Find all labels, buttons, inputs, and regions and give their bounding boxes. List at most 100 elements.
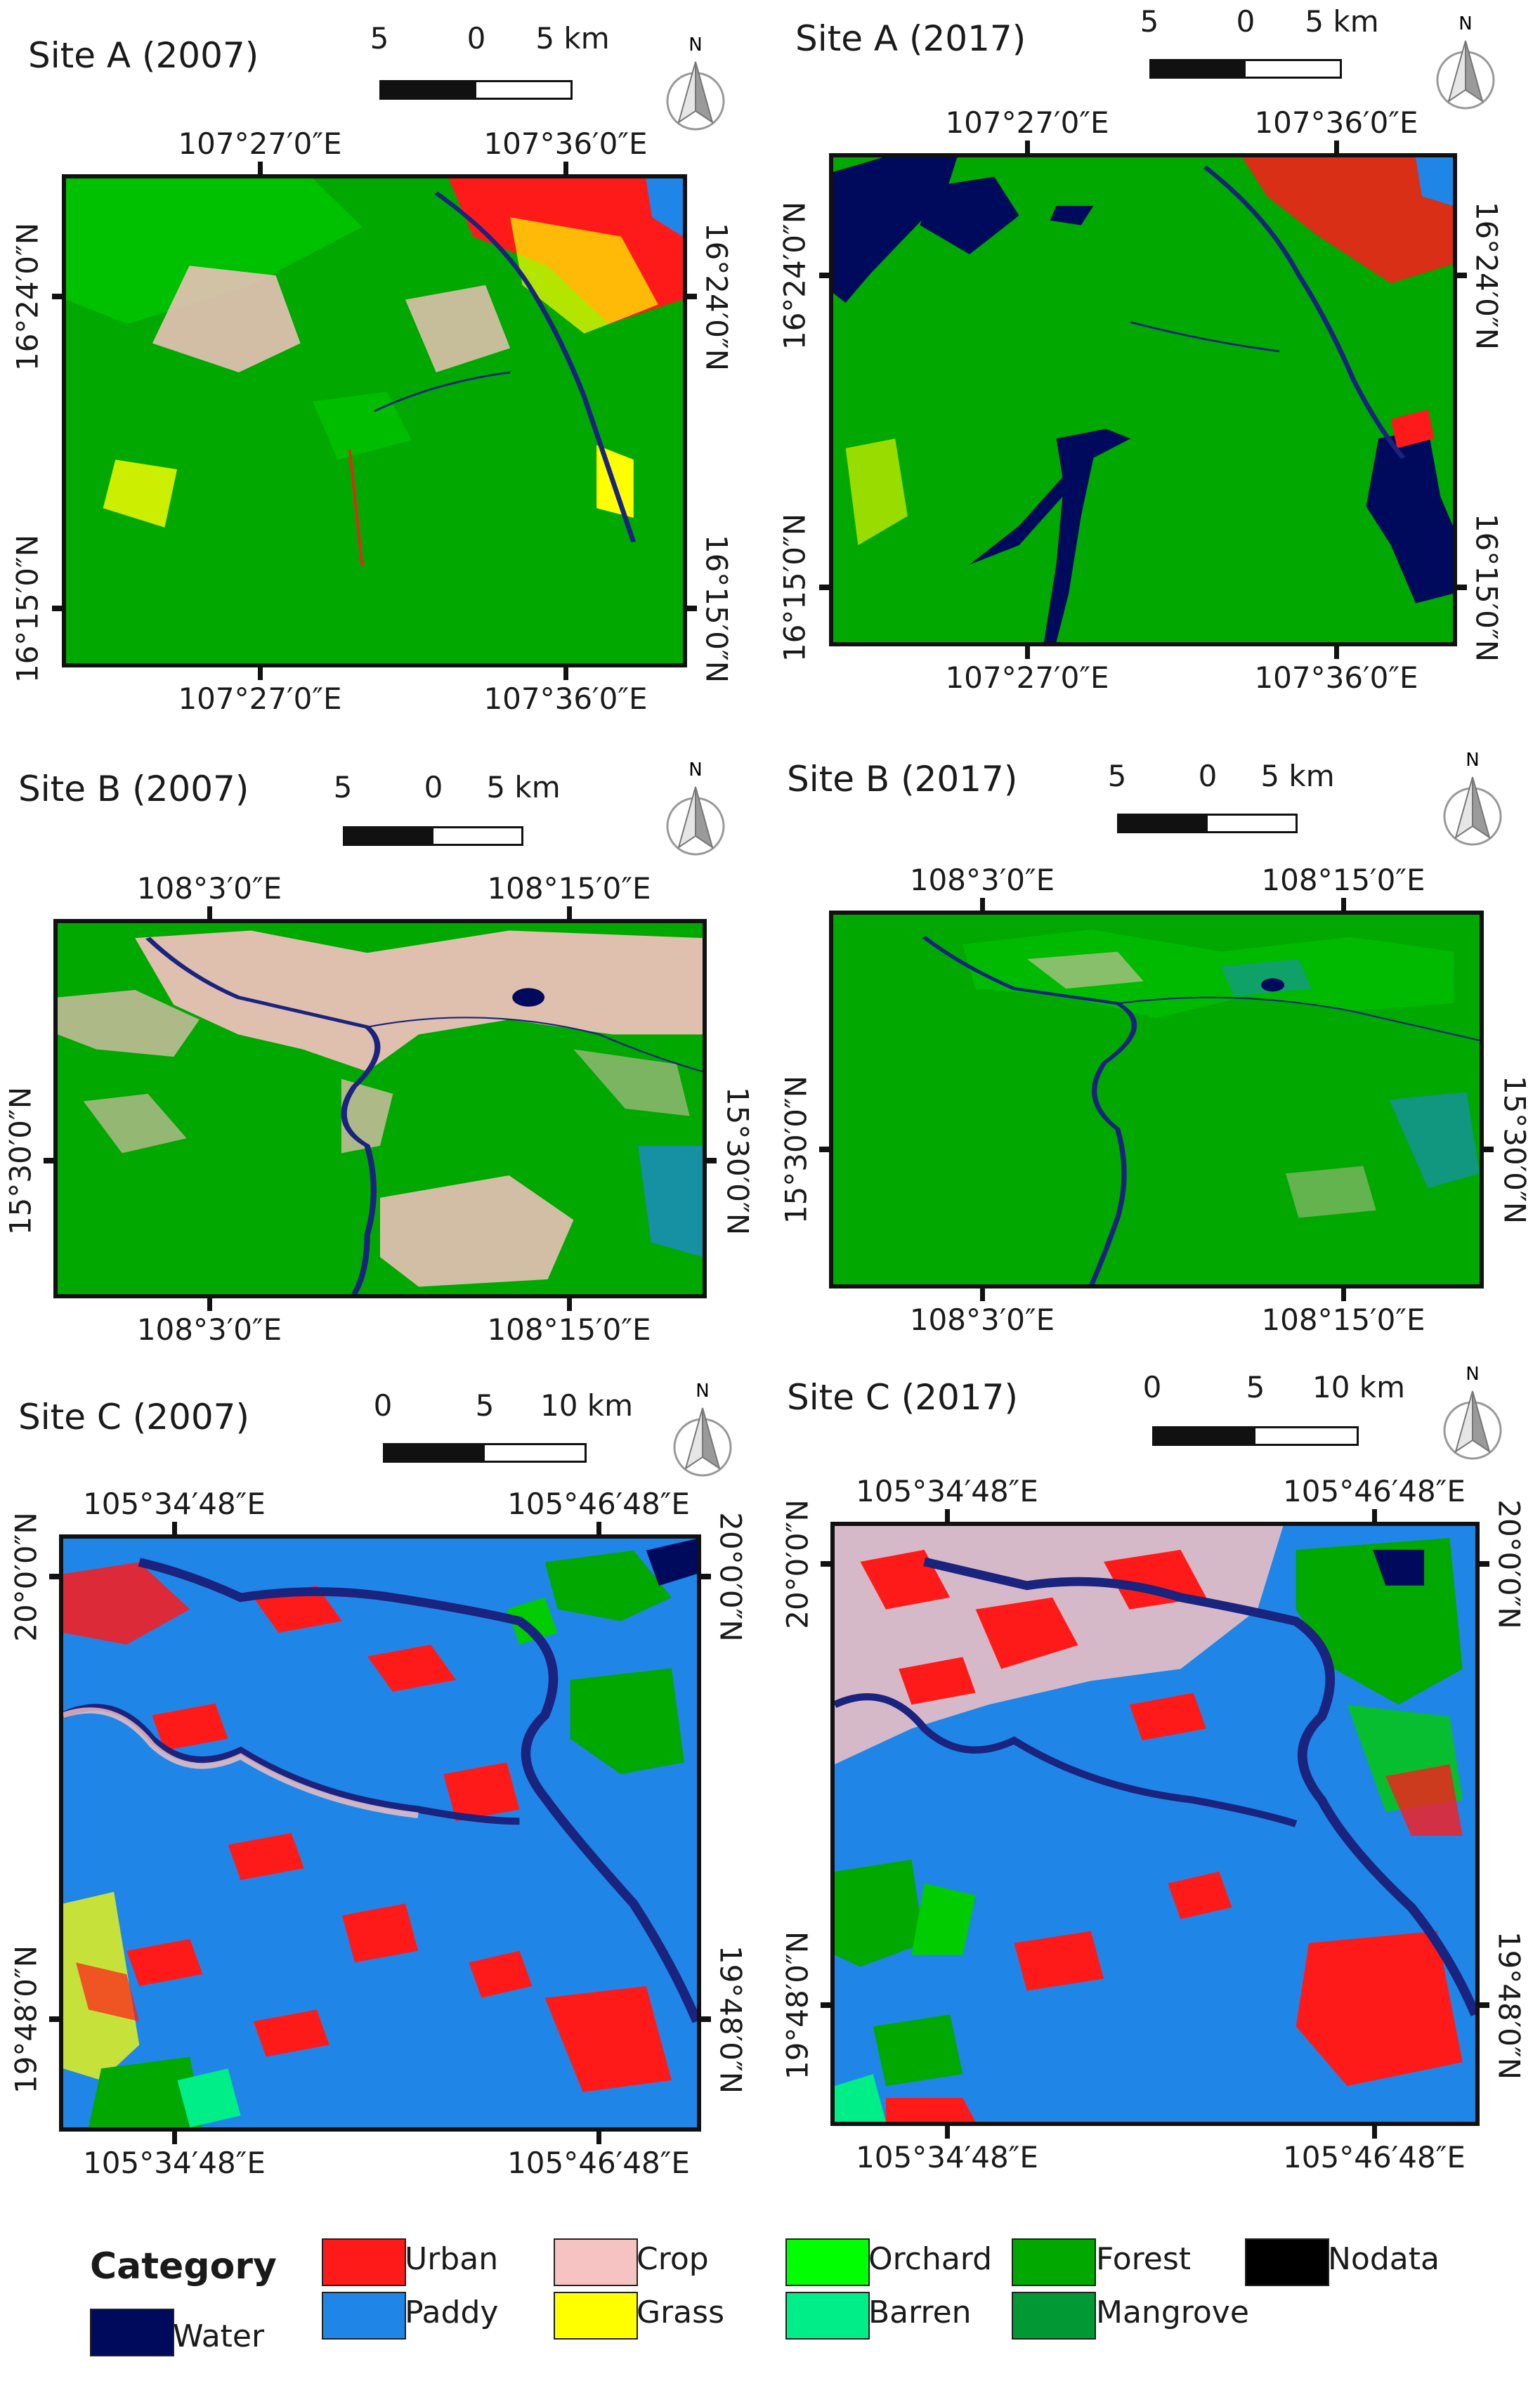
bottom-lon-label: 108°15′0″E: [487, 1312, 651, 1347]
legend-label-barren: Barren: [868, 2295, 972, 2330]
top-lon-label: 105°34′48″E: [83, 1487, 266, 1521]
scale-label-start: 5: [370, 21, 389, 56]
legend-label-forest: Forest: [1096, 2241, 1192, 2277]
scale-label-end: 10 km: [1312, 1370, 1406, 1404]
bottom-lon-label: 107°36′0″E: [1254, 660, 1418, 695]
left-lat-label: 16°24′0″N: [777, 201, 812, 351]
scale-label-start: 5: [1140, 4, 1159, 39]
scale-bar: [379, 80, 573, 100]
top-lon-label: 105°46′48″E: [1283, 1474, 1466, 1508]
legend-swatch-forest: [1012, 2238, 1096, 2286]
scale-label-start: 5: [1107, 759, 1127, 793]
panel-title: Site A (2017): [795, 18, 1026, 59]
legend-label-mangrove: Mangrove: [1096, 2295, 1249, 2330]
scale-bar: [1117, 814, 1298, 833]
right-lat-label: 20°0′0″N: [1492, 1499, 1527, 1629]
bottom-lon-label: 107°27′0″E: [945, 660, 1109, 695]
legend-swatch-grass: [554, 2292, 638, 2340]
legend-label-paddy: Paddy: [405, 2295, 499, 2330]
svg-text:N: N: [1459, 13, 1472, 34]
north-arrow-icon: N: [666, 759, 725, 856]
scale-label-start: 5: [333, 770, 353, 804]
top-lon-label: 108°3′0″E: [136, 871, 282, 906]
north-arrow-icon: N: [673, 1381, 732, 1477]
legend-swatch-mangrove: [1012, 2292, 1096, 2340]
scale-label-start: 0: [373, 1388, 393, 1423]
right-lat-label: 16°24′0″N: [1469, 201, 1504, 351]
right-lat-label: 19°48′0″N: [713, 1945, 748, 2094]
north-arrow-icon: N: [1443, 750, 1502, 846]
north-arrow-icon: N: [1443, 1364, 1502, 1460]
top-lon-label: 107°27′0″E: [178, 126, 342, 161]
legend-swatch-urban: [322, 2238, 406, 2286]
scale-label-end: 5 km: [486, 770, 561, 804]
bottom-lon-label: 108°15′0″E: [1261, 1303, 1425, 1337]
right-lat-label: 16°15′0″N: [1469, 513, 1504, 663]
svg-text:N: N: [1466, 1364, 1479, 1385]
scale-label-mid: 0: [1198, 759, 1218, 793]
scale-label-mid: 0: [466, 21, 486, 56]
scale-label-end: 5 km: [1305, 4, 1379, 39]
left-lat-label: 15°30′0″N: [3, 1086, 38, 1236]
svg-text:N: N: [689, 34, 702, 56]
left-lat-label: 16°15′0″N: [10, 534, 45, 684]
right-lat-label: 20°0′0″N: [713, 1512, 748, 1642]
top-lon-label: 107°27′0″E: [945, 105, 1109, 140]
left-lat-label: 15°30′0″N: [778, 1075, 814, 1225]
left-lat-label: 20°0′0″N: [8, 1512, 44, 1642]
land-cover-map: [829, 911, 1484, 1289]
legend-label-crop: Crop: [637, 2241, 709, 2277]
north-arrow-icon: N: [666, 34, 725, 131]
legend-swatch-water: [90, 2309, 174, 2356]
land-cover-map: [62, 174, 687, 667]
right-lat-label: 16°15′0″N: [699, 534, 734, 684]
panel-title: Site C (2007): [18, 1397, 249, 1437]
bottom-lon-label: 105°34′48″E: [83, 2146, 266, 2180]
right-lat-label: 19°48′0″N: [1492, 1931, 1527, 2080]
scale-bar: [343, 826, 523, 846]
left-lat-label: 19°48′0″N: [8, 1945, 44, 2094]
scale-label-end: 5 km: [535, 21, 610, 56]
svg-text:N: N: [689, 759, 702, 781]
bottom-lon-label: 105°46′48″E: [507, 2146, 690, 2180]
right-lat-label: 16°24′0″N: [699, 222, 734, 372]
svg-text:N: N: [1466, 750, 1479, 771]
scale-bar: [1149, 59, 1342, 79]
bottom-lon-label: 105°46′48″E: [1283, 2140, 1466, 2174]
legend-label-orchard: Orchard: [868, 2241, 993, 2277]
panel-title: Site B (2017): [787, 759, 1018, 800]
legend-label-nodata: Nodata: [1328, 2241, 1440, 2277]
scale-label-mid: 5: [1246, 1370, 1265, 1404]
bottom-lon-label: 107°36′0″E: [483, 681, 648, 716]
bottom-lon-label: 105°34′48″E: [856, 2140, 1038, 2174]
panel-title: Site C (2017): [787, 1377, 1018, 1418]
legend-swatch-crop: [554, 2238, 638, 2286]
legend-swatch-paddy: [322, 2292, 406, 2340]
scale-label-end: 5 km: [1260, 759, 1335, 793]
right-lat-label: 15°30′0″N: [1497, 1075, 1532, 1225]
land-cover-map: [53, 919, 707, 1298]
legend-swatch-nodata: [1245, 2238, 1329, 2286]
svg-text:N: N: [696, 1381, 709, 1402]
legend-label-urban: Urban: [405, 2241, 499, 2277]
legend-label-grass: Grass: [637, 2295, 724, 2330]
legend-title: Category: [90, 2245, 277, 2288]
land-cover-map: [59, 1534, 701, 2132]
top-lon-label: 107°36′0″E: [1254, 105, 1418, 140]
land-cover-map: [830, 1522, 1480, 2126]
scale-label-end: 10 km: [540, 1388, 634, 1423]
north-arrow-icon: N: [1436, 13, 1495, 110]
scale-label-mid: 5: [475, 1388, 495, 1423]
top-lon-label: 108°3′0″E: [909, 863, 1055, 897]
legend-label-water: Water: [173, 2318, 265, 2354]
left-lat-label: 16°24′0″N: [10, 222, 45, 372]
top-lon-label: 107°36′0″E: [483, 126, 648, 161]
bottom-lon-label: 108°3′0″E: [136, 1312, 282, 1347]
top-lon-label: 108°15′0″E: [487, 871, 651, 906]
panel-title: Site A (2007): [28, 35, 259, 76]
scale-bar: [1152, 1426, 1359, 1446]
scale-label-mid: 0: [1236, 4, 1255, 39]
left-lat-label: 16°15′0″N: [777, 513, 812, 663]
bottom-lon-label: 108°3′0″E: [909, 1303, 1055, 1337]
top-lon-label: 105°46′48″E: [507, 1487, 690, 1521]
